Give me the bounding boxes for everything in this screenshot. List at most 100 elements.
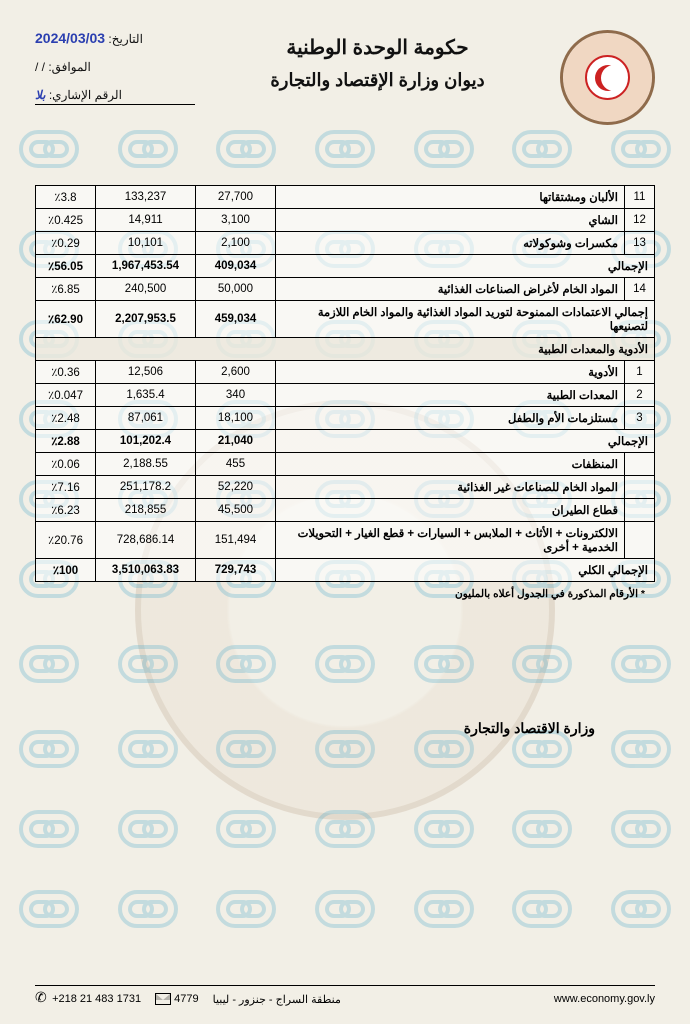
table-row: المنظفات4552,188.55٪0.06 <box>36 453 655 476</box>
watermark-logo <box>118 890 178 928</box>
row-desc: مستلزمات الأم والطفل <box>276 407 625 430</box>
row-val1: 2,600 <box>196 361 276 384</box>
row-num: 3 <box>625 407 655 430</box>
row-pct: ٪56.05 <box>36 255 96 278</box>
table-row: الالكترونات + الأثاث + الملابس + السيارا… <box>36 522 655 559</box>
table-row: 12الشاي3,10014,911٪0.425 <box>36 209 655 232</box>
watermark-logo <box>512 810 572 848</box>
watermark-logo <box>512 890 572 928</box>
row-desc: الالكترونات + الأثاث + الملابس + السيارا… <box>276 522 625 559</box>
row-val1: 459,034 <box>196 301 276 338</box>
page-footer: www.economy.gov.ly +218 21 483 1731 4779… <box>35 985 655 1006</box>
table-row: الإجمالي409,0341,967,453.54٪56.05 <box>36 255 655 278</box>
data-table: 11الألبان ومشتقاتها27,700133,237٪3.812ال… <box>35 185 655 582</box>
reference-value: بلا <box>35 88 46 102</box>
row-val1: 729,743 <box>196 559 276 582</box>
row-desc: الألبان ومشتقاتها <box>276 186 625 209</box>
website: www.economy.gov.ly <box>554 993 655 1005</box>
table-row: الأدوية والمعدات الطبية <box>36 338 655 361</box>
table-footnote: * الأرقام المذكورة في الجدول أعلاه بالمل… <box>35 588 655 600</box>
row-pct: ٪0.06 <box>36 453 96 476</box>
ministry-title: ديوان وزارة الإقتصاد والتجارة <box>205 70 550 91</box>
row-val2: 3,510,063.83 <box>96 559 196 582</box>
row-pct: ٪100 <box>36 559 96 582</box>
table-row: 14المواد الخام لأغراض الصناعات الغذائية5… <box>36 278 655 301</box>
row-val2: 2,188.55 <box>96 453 196 476</box>
row-val2: 87,061 <box>96 407 196 430</box>
pobox: 4779 <box>174 993 198 1005</box>
row-num: 1 <box>625 361 655 384</box>
date-value: 2024/03/03 <box>35 30 105 46</box>
table-row: 13مكسرات وشوكولاته2,10010,101٪0.29 <box>36 232 655 255</box>
row-val1: 52,220 <box>196 476 276 499</box>
phone-icon <box>35 992 49 1006</box>
row-val1: 18,100 <box>196 407 276 430</box>
table-row: إجمالي الاعتمادات الممنوحة لتوريد المواد… <box>36 301 655 338</box>
official-seal <box>560 30 655 125</box>
row-val1: 340 <box>196 384 276 407</box>
row-val1: 151,494 <box>196 522 276 559</box>
watermark-logo <box>315 890 375 928</box>
table-row: الإجمالي21,040101,202.4٪2.88 <box>36 430 655 453</box>
row-pct: ٪6.23 <box>36 499 96 522</box>
watermark-logo <box>19 810 79 848</box>
row-pct: ٪0.36 <box>36 361 96 384</box>
date-line: التاريخ: 2024/03/03 <box>35 30 195 46</box>
row-val1: 455 <box>196 453 276 476</box>
row-num <box>625 522 655 559</box>
row-desc: الإجمالي <box>276 255 655 278</box>
row-desc: مكسرات وشوكولاته <box>276 232 625 255</box>
row-desc: الشاي <box>276 209 625 232</box>
row-desc: المعدات الطبية <box>276 384 625 407</box>
row-val2: 133,237 <box>96 186 196 209</box>
address: منطقة السراج - جنزور - ليبيا <box>213 993 341 1006</box>
mail-icon <box>155 993 171 1005</box>
row-desc: المنظفات <box>276 453 625 476</box>
row-num: 11 <box>625 186 655 209</box>
row-pct: ٪2.48 <box>36 407 96 430</box>
table-row: قطاع الطيران45,500218,855٪6.23 <box>36 499 655 522</box>
watermark-logo <box>414 810 474 848</box>
row-num: 2 <box>625 384 655 407</box>
row-pct: ٪0.047 <box>36 384 96 407</box>
row-num <box>625 453 655 476</box>
row-pct: ٪0.425 <box>36 209 96 232</box>
table-row: 3مستلزمات الأم والطفل18,10087,061٪2.48 <box>36 407 655 430</box>
row-desc: الإجمالي الكلي <box>276 559 655 582</box>
reference-label: الرقم الإشاري: <box>49 88 122 102</box>
row-val1: 50,000 <box>196 278 276 301</box>
row-num <box>625 476 655 499</box>
table-row: 2المعدات الطبية3401,635.4٪0.047 <box>36 384 655 407</box>
watermark-logo <box>414 890 474 928</box>
row-pct: ٪7.16 <box>36 476 96 499</box>
government-title: حكومة الوحدة الوطنية <box>205 35 550 60</box>
row-pct: ٪3.8 <box>36 186 96 209</box>
document-header: حكومة الوحدة الوطنية ديوان وزارة الإقتصا… <box>35 30 655 125</box>
row-val1: 27,700 <box>196 186 276 209</box>
reference-line: الرقم الإشاري: بلا <box>35 88 195 105</box>
watermark-logo <box>216 890 276 928</box>
row-desc: المواد الخام لأغراض الصناعات الغذائية <box>276 278 625 301</box>
signature-block: وزارة الاقتصاد والتجارة <box>35 720 655 737</box>
row-num: 13 <box>625 232 655 255</box>
row-val1: 2,100 <box>196 232 276 255</box>
row-val2: 240,500 <box>96 278 196 301</box>
row-desc: قطاع الطيران <box>276 499 625 522</box>
watermark-row <box>0 890 690 928</box>
watermark-logo <box>19 890 79 928</box>
watermark-row <box>0 810 690 848</box>
table-row: الإجمالي الكلي729,7433,510,063.83٪100 <box>36 559 655 582</box>
row-pct: ٪62.90 <box>36 301 96 338</box>
table-row: 1الأدوية2,60012,506٪0.36 <box>36 361 655 384</box>
row-pct: ٪6.85 <box>36 278 96 301</box>
row-val2: 1,967,453.54 <box>96 255 196 278</box>
row-val2: 218,855 <box>96 499 196 522</box>
row-val1: 3,100 <box>196 209 276 232</box>
watermark-logo <box>611 810 671 848</box>
approval-line: الموافق: / / <box>35 60 195 74</box>
row-val2: 2,207,953.5 <box>96 301 196 338</box>
row-pct: ٪20.76 <box>36 522 96 559</box>
row-val2: 12,506 <box>96 361 196 384</box>
row-val2: 728,686.14 <box>96 522 196 559</box>
row-val2: 14,911 <box>96 209 196 232</box>
